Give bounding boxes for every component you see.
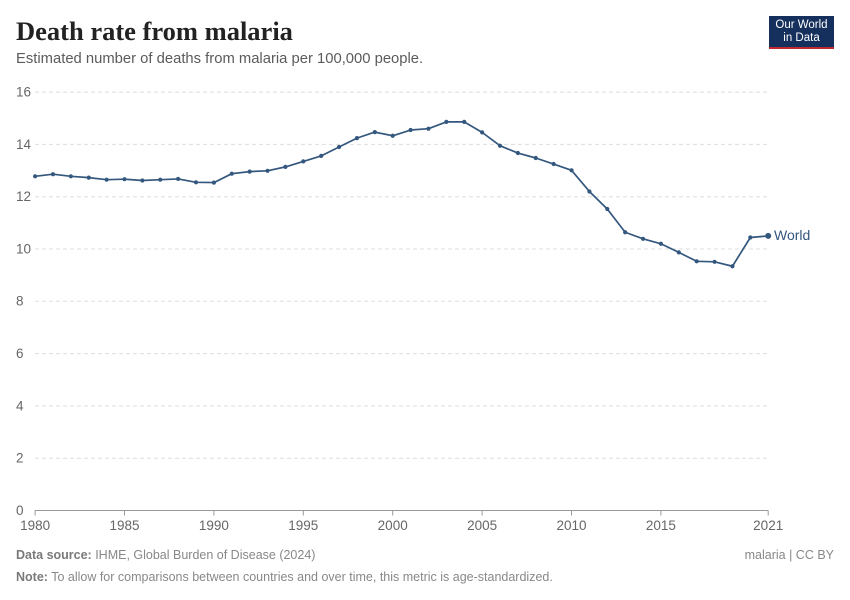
svg-text:14: 14 bbox=[16, 137, 32, 152]
svg-text:1980: 1980 bbox=[20, 518, 50, 533]
svg-text:2010: 2010 bbox=[556, 518, 586, 533]
svg-text:1995: 1995 bbox=[288, 518, 318, 533]
svg-text:6: 6 bbox=[16, 346, 24, 361]
svg-text:2021: 2021 bbox=[753, 518, 783, 533]
svg-text:2015: 2015 bbox=[646, 518, 676, 533]
svg-text:8: 8 bbox=[16, 294, 24, 309]
svg-text:1985: 1985 bbox=[109, 518, 139, 533]
svg-text:10: 10 bbox=[16, 241, 31, 256]
svg-text:2005: 2005 bbox=[467, 518, 497, 533]
svg-text:0: 0 bbox=[16, 503, 24, 518]
svg-text:16: 16 bbox=[16, 85, 31, 100]
svg-text:12: 12 bbox=[16, 189, 31, 204]
svg-text:2: 2 bbox=[16, 451, 24, 466]
svg-text:1990: 1990 bbox=[199, 518, 229, 533]
svg-text:2000: 2000 bbox=[378, 518, 408, 533]
svg-text:4: 4 bbox=[16, 398, 24, 413]
svg-text:World: World bbox=[774, 227, 810, 243]
